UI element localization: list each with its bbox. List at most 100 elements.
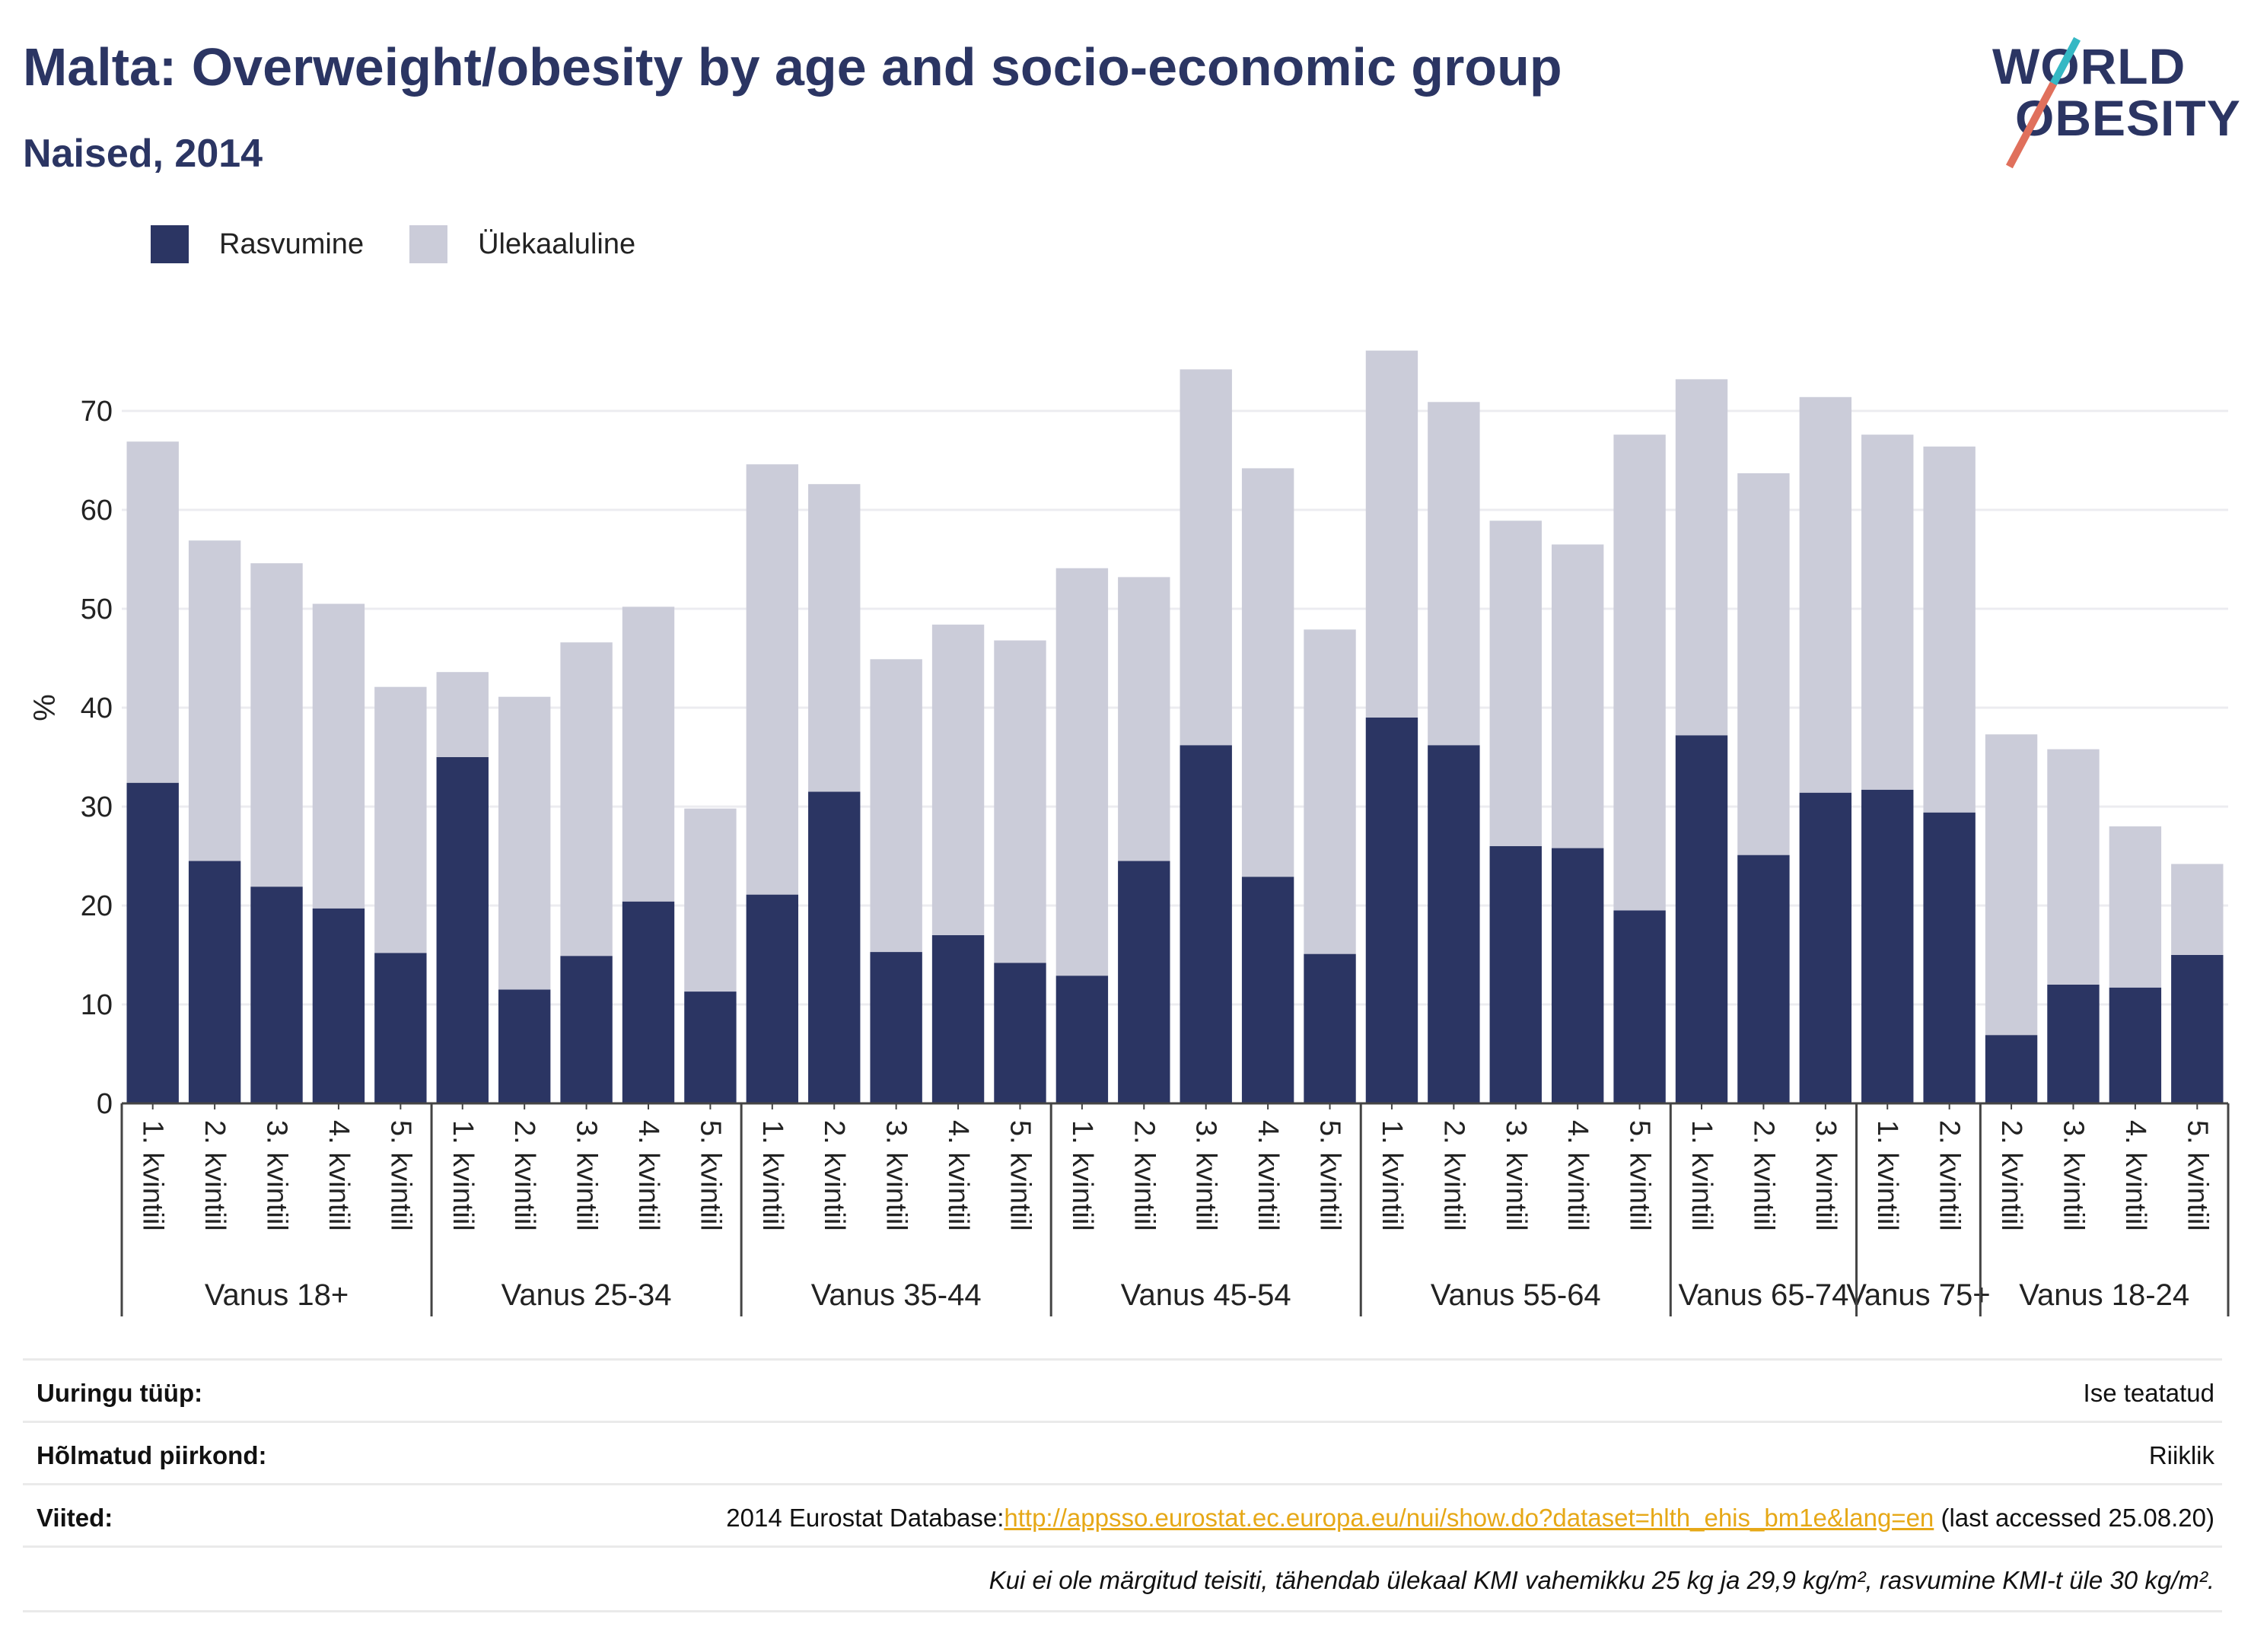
bar-obese xyxy=(1737,855,1790,1103)
bar-obese xyxy=(1675,735,1728,1103)
bar-overweight xyxy=(1551,544,1604,848)
x-tick-label: 4. kvintiil xyxy=(2119,1120,2151,1231)
x-tick-label: 1. kvintiil xyxy=(137,1120,169,1231)
world-obesity-logo: WORLD OBESITY xyxy=(1986,30,2240,169)
bar-overweight xyxy=(808,484,861,792)
x-tick-label: 1. kvintiil xyxy=(1871,1120,1903,1231)
bar-obese xyxy=(250,886,303,1103)
bar-obese xyxy=(1923,812,1976,1103)
group-label: Vanus 45-54 xyxy=(1121,1278,1291,1312)
bar-obese xyxy=(1180,745,1232,1103)
y-tick-label: 60 xyxy=(81,495,113,527)
info-value: Ise teatatud xyxy=(2083,1379,2214,1407)
x-tick-label: 3. kvintiil xyxy=(1500,1120,1532,1231)
legend-swatch-obese xyxy=(151,225,189,263)
bar-obese xyxy=(2109,987,2162,1103)
x-tick-label: 4. kvintiil xyxy=(942,1120,974,1231)
group-label: Vanus 35-44 xyxy=(811,1278,982,1312)
bar-overweight xyxy=(436,672,489,757)
x-tick-label: 2. kvintiil xyxy=(1747,1120,1779,1231)
bar-obese xyxy=(126,782,179,1103)
x-tick-label: 2. kvintiil xyxy=(1128,1120,1160,1231)
bar-overweight xyxy=(560,642,613,957)
bar-obese xyxy=(1613,910,1666,1103)
reference-link[interactable]: http://appsso.eurostat.ec.europa.eu/nui/… xyxy=(1004,1504,1934,1532)
bar-obese xyxy=(1365,718,1418,1103)
bar-overweight xyxy=(250,563,303,887)
reference-suffix: (last accessed 25.08.20) xyxy=(1934,1504,2214,1532)
bar-overweight xyxy=(1055,568,1109,976)
bar-overweight xyxy=(1737,473,1790,855)
bar-obese xyxy=(1241,877,1294,1103)
bar-overweight xyxy=(622,606,675,902)
logo-line-2: OBESITY xyxy=(2015,90,2241,146)
bar-overweight xyxy=(188,540,241,861)
bar-obese xyxy=(746,894,799,1103)
y-tick-label: 50 xyxy=(81,594,113,625)
bar-obese xyxy=(2047,985,2100,1103)
bar-overweight xyxy=(1985,734,2038,1036)
y-tick-label: 30 xyxy=(81,791,113,823)
x-tick-label: 2. kvintiil xyxy=(1995,1120,2027,1231)
bar-overweight xyxy=(1613,434,1666,911)
group-label: Vanus 55-64 xyxy=(1431,1278,1601,1312)
bar-obese xyxy=(374,953,427,1103)
y-tick-label: 10 xyxy=(81,989,113,1021)
bar-obese xyxy=(1985,1035,2038,1103)
bar-obese xyxy=(1304,953,1356,1103)
info-row-coverage: Hõlmatud piirkond: Riiklik xyxy=(23,1421,2222,1485)
info-row-references: Viited: 2014 Eurostat Database:http://ap… xyxy=(23,1483,2222,1548)
bar-overweight xyxy=(1428,402,1480,746)
x-tick-label: 3. kvintiil xyxy=(261,1120,293,1231)
bar-overweight xyxy=(1923,446,1976,813)
y-tick-label: 20 xyxy=(81,890,113,922)
x-tick-label: 1. kvintiil xyxy=(1376,1120,1408,1231)
info-row-note: Kui ei ole märgitud teisiti, tähendab ül… xyxy=(23,1545,2222,1612)
bar-obese xyxy=(1489,846,1542,1103)
bar-overweight xyxy=(746,464,799,895)
bar-obese xyxy=(498,989,551,1103)
definition-note: Kui ei ole märgitud teisiti, tähendab ül… xyxy=(989,1566,2214,1594)
group-label: Vanus 25-34 xyxy=(501,1278,672,1312)
bar-overweight xyxy=(498,696,551,990)
legend-label-obese: Rasvumine xyxy=(219,228,365,260)
legend-label-overweight: Ülekaaluline xyxy=(478,228,636,260)
x-tick-label: 3. kvintiil xyxy=(1810,1120,1842,1231)
x-tick-label: 3. kvintiil xyxy=(880,1120,912,1231)
bar-overweight xyxy=(374,686,427,953)
x-tick-label: 3. kvintiil xyxy=(571,1120,603,1231)
bar-overweight xyxy=(1365,350,1418,718)
bar-overweight xyxy=(870,659,922,953)
bar-obese xyxy=(808,791,861,1103)
bar-obese xyxy=(560,956,613,1103)
info-row-survey-type: Uuringu tüüp: Ise teatatud xyxy=(23,1358,2222,1423)
x-tick-label: 3. kvintiil xyxy=(2057,1120,2089,1231)
x-tick-label: 5. kvintiil xyxy=(384,1120,416,1231)
x-tick-label: 2. kvintiil xyxy=(199,1120,231,1231)
legend-item-obese[interactable]: Rasvumine xyxy=(151,225,364,263)
x-tick-label: 2. kvintiil xyxy=(1438,1120,1469,1231)
x-tick-label: 2. kvintiil xyxy=(1934,1120,1966,1231)
y-tick-label: 40 xyxy=(81,692,113,724)
info-value: Riiklik xyxy=(2148,1441,2214,1469)
bar-obese xyxy=(1799,792,1852,1103)
x-tick-label: 5. kvintiil xyxy=(1314,1120,1346,1231)
bar-overweight xyxy=(126,441,179,783)
x-tick-label: 1. kvintiil xyxy=(447,1120,479,1231)
y-axis-label: % xyxy=(28,694,62,721)
bar-obese xyxy=(188,861,241,1103)
bar-obese xyxy=(436,757,489,1103)
legend-item-overweight[interactable]: Ülekaaluline xyxy=(409,225,635,263)
chart-legend: Rasvumine Ülekaaluline xyxy=(151,225,681,263)
bar-overweight xyxy=(1241,468,1294,877)
info-value: 2014 Eurostat Database:http://appsso.eur… xyxy=(726,1504,2214,1533)
logo-line-1: WORLD xyxy=(1992,38,2186,94)
bar-obese xyxy=(1428,745,1480,1103)
bar-obese xyxy=(1551,848,1604,1103)
bar-overweight xyxy=(1180,369,1232,746)
bar-obese xyxy=(1055,976,1109,1103)
x-tick-label: 2. kvintiil xyxy=(508,1120,540,1231)
bar-overweight xyxy=(1799,396,1852,793)
y-tick-label: 0 xyxy=(97,1088,113,1120)
bar-overweight xyxy=(994,640,1046,963)
